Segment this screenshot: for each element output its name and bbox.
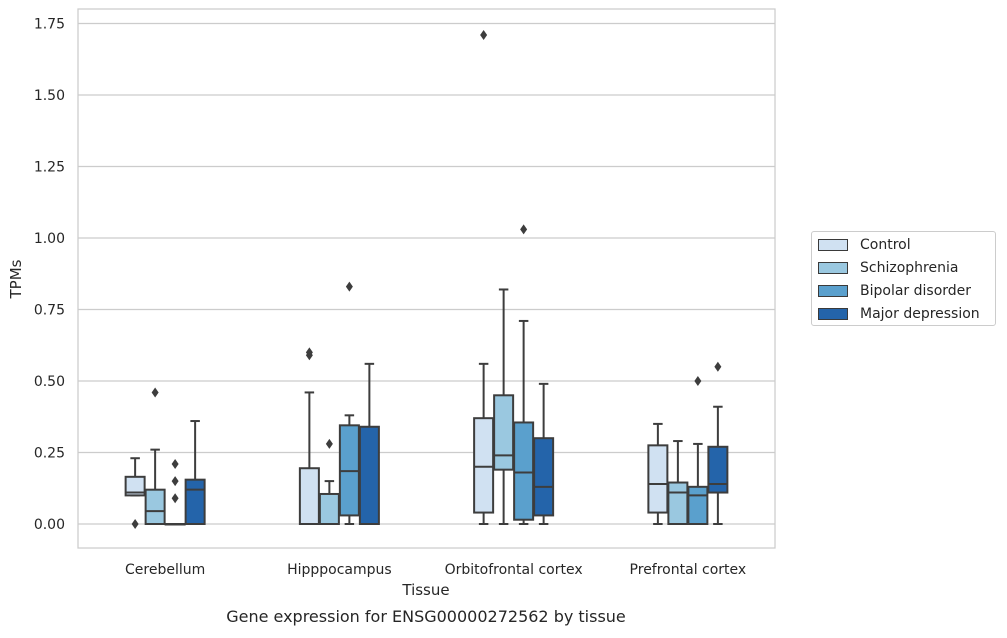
box-3-3	[707, 361, 729, 525]
box-2-3	[533, 382, 555, 525]
outlier-point	[171, 476, 179, 487]
y-tick-label: 0.25	[34, 446, 65, 462]
box-3-0	[647, 422, 669, 525]
legend-label: Bipolar disorder	[860, 283, 972, 299]
legend-swatch	[818, 308, 848, 320]
box-iqr	[184, 478, 206, 526]
box-iqr	[707, 445, 729, 494]
legend-item: Major depression	[818, 304, 980, 324]
gridlines	[78, 22, 775, 525]
y-tick-labels: 0.00 0.25 0.50 0.75 1.00 1.25 1.50 1.75	[34, 17, 65, 534]
figure-caption: Gene expression for ENSG00000272562 by t…	[226, 607, 626, 626]
box-iqr	[647, 444, 669, 514]
box-1-0	[298, 347, 320, 526]
legend: Control Schizophrenia Bipolar disorder Majo…	[811, 231, 996, 326]
legend-swatch	[818, 239, 848, 251]
box-1-3	[358, 362, 380, 526]
outlier-point	[151, 387, 159, 398]
box-iqr	[533, 437, 555, 517]
y-tick-label: 0.50	[34, 374, 65, 390]
x-tick-label: Cerebellum	[125, 562, 205, 578]
outlier-point	[171, 493, 179, 504]
x-tick-labels: Cerebellum Hipppocampus Orbitofrontal cort…	[125, 562, 746, 578]
y-tick-label: 1.25	[34, 160, 65, 176]
box-iqr	[493, 394, 515, 471]
box-iqr	[473, 417, 495, 514]
box-iqr	[358, 425, 380, 526]
box-0-0	[124, 457, 146, 529]
legend-item: Bipolar disorder	[818, 281, 971, 301]
box-iqr	[124, 475, 146, 497]
box-0-2	[164, 458, 186, 526]
legend-swatch	[818, 285, 848, 297]
box-3-1	[667, 440, 689, 525]
outlier-point	[520, 224, 528, 235]
x-tick-label: Orbitofrontal cortex	[445, 562, 583, 578]
box-iqr	[513, 421, 535, 521]
box-2-0	[473, 29, 495, 525]
outlier-point	[171, 458, 179, 469]
y-tick-label: 0.75	[34, 303, 65, 319]
y-axis-label: TPMs	[7, 259, 25, 299]
y-tick-label: 1.50	[34, 88, 65, 104]
outlier-point	[305, 347, 313, 358]
outlier-point	[131, 519, 139, 529]
box-1-2	[338, 281, 360, 525]
box-0-3	[184, 420, 206, 526]
plot-frame	[77, 8, 776, 549]
box-iqr	[144, 488, 166, 525]
x-axis-label: Tissue	[401, 581, 449, 599]
box-iqr	[298, 467, 320, 526]
box-iqr	[318, 492, 340, 526]
legend-item: Control	[818, 235, 911, 255]
box-iqr	[687, 485, 709, 526]
boxes	[124, 29, 729, 529]
x-tick-label: Prefrontal cortex	[630, 562, 747, 578]
outlier-point	[345, 281, 353, 292]
outlier-point	[714, 361, 722, 372]
y-tick-label: 0.00	[34, 517, 65, 533]
box-iqr	[667, 481, 689, 525]
box-2-1	[493, 288, 515, 525]
legend-swatch	[818, 262, 848, 274]
box-3-2	[687, 376, 709, 526]
box-0-1	[144, 387, 166, 525]
outlier-point	[694, 376, 702, 386]
box-2-2	[513, 224, 535, 525]
box-1-1	[318, 438, 340, 526]
x-tick-label: Hipppocampus	[287, 562, 392, 578]
y-tick-label: 1.00	[34, 231, 65, 247]
outlier-point	[480, 29, 488, 40]
legend-label: Control	[860, 237, 911, 253]
legend-item: Schizophrenia	[818, 258, 958, 278]
y-tick-label: 1.75	[34, 17, 65, 33]
legend-label: Major depression	[860, 306, 980, 322]
legend-label: Schizophrenia	[860, 260, 959, 276]
outlier-point	[325, 438, 333, 449]
